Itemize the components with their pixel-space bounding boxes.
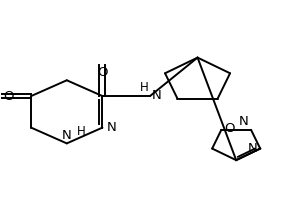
Text: N: N — [62, 129, 72, 142]
Text: N: N — [107, 121, 117, 134]
Text: N: N — [248, 142, 257, 155]
Text: O: O — [97, 66, 108, 79]
Text: H: H — [77, 125, 86, 138]
Text: N: N — [238, 115, 248, 128]
Text: O: O — [224, 122, 235, 135]
Text: N: N — [152, 89, 161, 102]
Text: O: O — [3, 90, 13, 103]
Text: H: H — [140, 81, 148, 94]
